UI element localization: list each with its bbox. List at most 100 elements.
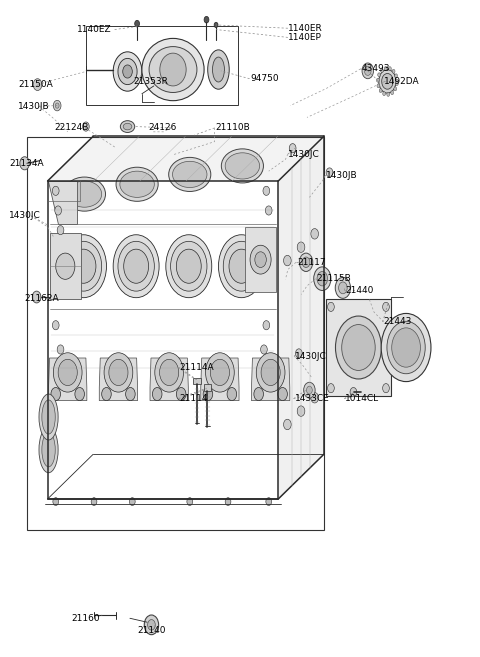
Circle shape: [350, 388, 357, 397]
Text: 21110B: 21110B: [215, 124, 250, 132]
Polygon shape: [252, 358, 290, 401]
Polygon shape: [150, 358, 188, 401]
Ellipse shape: [63, 177, 106, 211]
Polygon shape: [201, 358, 239, 401]
Circle shape: [326, 168, 333, 177]
Circle shape: [284, 419, 291, 430]
Circle shape: [153, 388, 162, 401]
Text: 21117: 21117: [297, 258, 325, 267]
Circle shape: [383, 384, 389, 393]
Text: 1430JB: 1430JB: [326, 171, 358, 180]
Circle shape: [378, 73, 381, 77]
Circle shape: [113, 235, 159, 298]
Circle shape: [396, 81, 398, 85]
Circle shape: [166, 235, 212, 298]
Circle shape: [261, 345, 267, 354]
Circle shape: [104, 353, 133, 392]
Circle shape: [395, 74, 397, 78]
Circle shape: [203, 388, 213, 401]
Text: 1140EP: 1140EP: [288, 33, 322, 42]
Circle shape: [261, 359, 280, 386]
Circle shape: [342, 325, 375, 371]
Polygon shape: [99, 358, 138, 401]
Circle shape: [124, 249, 149, 283]
Bar: [245, 227, 276, 292]
Circle shape: [307, 386, 312, 394]
Circle shape: [159, 359, 179, 386]
Bar: [27, 137, 324, 530]
Text: 21160: 21160: [72, 614, 100, 623]
Circle shape: [155, 353, 183, 392]
Circle shape: [254, 388, 264, 401]
Circle shape: [256, 353, 285, 392]
Circle shape: [109, 359, 128, 386]
Circle shape: [102, 388, 111, 401]
Circle shape: [55, 103, 59, 108]
Bar: [193, 378, 201, 384]
Circle shape: [338, 282, 347, 294]
Circle shape: [123, 65, 132, 78]
Circle shape: [394, 87, 396, 91]
Circle shape: [65, 241, 102, 291]
Ellipse shape: [116, 168, 158, 201]
Circle shape: [387, 321, 425, 374]
Polygon shape: [48, 137, 324, 181]
Text: 21140: 21140: [137, 625, 166, 635]
Ellipse shape: [42, 433, 55, 467]
Circle shape: [314, 267, 331, 290]
Circle shape: [266, 497, 272, 505]
Polygon shape: [48, 181, 77, 223]
Ellipse shape: [120, 121, 135, 133]
Circle shape: [58, 359, 77, 386]
Circle shape: [32, 291, 41, 303]
Circle shape: [302, 257, 310, 267]
Circle shape: [297, 242, 305, 252]
Circle shape: [383, 92, 385, 96]
Ellipse shape: [160, 53, 186, 86]
Circle shape: [126, 388, 135, 401]
Circle shape: [60, 235, 107, 298]
Text: 21114A: 21114A: [179, 363, 214, 372]
Circle shape: [51, 388, 60, 401]
Text: 22124B: 22124B: [55, 124, 89, 132]
Circle shape: [289, 144, 296, 153]
Circle shape: [387, 93, 390, 97]
Ellipse shape: [142, 38, 204, 101]
Text: 43493: 43493: [361, 64, 390, 74]
Circle shape: [284, 256, 291, 266]
Ellipse shape: [39, 394, 58, 440]
Circle shape: [210, 359, 229, 386]
Circle shape: [33, 79, 42, 91]
Text: 21150A: 21150A: [18, 80, 53, 89]
Ellipse shape: [221, 149, 264, 183]
Circle shape: [379, 70, 396, 93]
Circle shape: [170, 241, 207, 291]
Circle shape: [263, 321, 270, 330]
Circle shape: [176, 388, 186, 401]
Text: 94750: 94750: [251, 74, 279, 83]
Circle shape: [392, 70, 395, 74]
Circle shape: [336, 316, 382, 379]
Ellipse shape: [172, 162, 207, 187]
Circle shape: [52, 186, 59, 195]
Text: 1140ER: 1140ER: [288, 24, 323, 33]
Text: 1433CE: 1433CE: [295, 394, 329, 403]
Text: 1430JC: 1430JC: [295, 351, 327, 361]
Text: 21443: 21443: [384, 317, 412, 327]
Text: 21162A: 21162A: [24, 294, 59, 304]
Circle shape: [362, 63, 373, 79]
Circle shape: [225, 497, 231, 505]
Circle shape: [130, 497, 135, 505]
Ellipse shape: [168, 158, 211, 191]
Circle shape: [52, 321, 59, 330]
Circle shape: [56, 253, 75, 279]
Text: 21114: 21114: [179, 394, 208, 403]
Ellipse shape: [213, 57, 225, 82]
Circle shape: [383, 302, 389, 311]
Circle shape: [311, 392, 319, 403]
Circle shape: [223, 241, 260, 291]
Circle shape: [388, 67, 391, 71]
Circle shape: [227, 388, 237, 401]
Circle shape: [55, 206, 61, 215]
Circle shape: [204, 16, 209, 23]
